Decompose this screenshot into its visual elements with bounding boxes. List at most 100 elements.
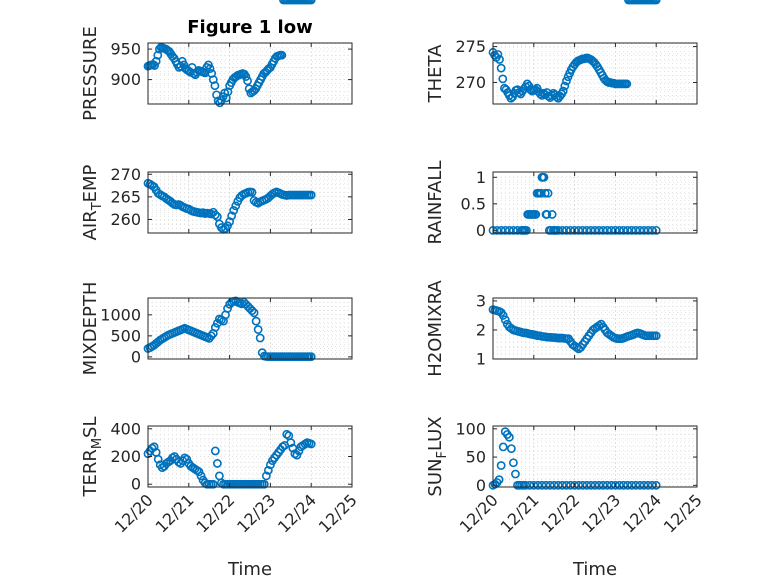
data-point [500, 225, 510, 235]
data-point [627, 225, 637, 235]
y-tick-label: 1000 [100, 305, 141, 324]
data-point [611, 480, 620, 490]
data-point [509, 225, 518, 235]
axes-box [147, 171, 353, 234]
data-point [549, 480, 559, 490]
data-point [562, 225, 571, 235]
data-point [602, 480, 612, 490]
data-point [213, 96, 223, 106]
data-point [253, 325, 263, 334]
data-point [541, 480, 551, 490]
data-point [651, 480, 661, 490]
data-point [619, 480, 628, 490]
data-point [210, 323, 220, 332]
data-point [265, 460, 275, 470]
y-tick-label: 1 [476, 168, 486, 187]
y-tick-label: 0.5 [461, 194, 486, 213]
data-point [627, 480, 637, 490]
data-point [590, 480, 600, 490]
axes-box [492, 171, 698, 234]
data-point [651, 225, 661, 235]
plot-area [493, 298, 697, 359]
y-axis-label: THETA [425, 44, 446, 104]
y-tick-label: 1 [476, 350, 486, 369]
data-point [631, 480, 641, 490]
data-point [251, 316, 261, 326]
data-point [494, 475, 504, 485]
y-tick-label: 265 [110, 187, 141, 206]
data-point [635, 225, 645, 235]
y-axis-label: H2OMIXRA [425, 280, 446, 377]
y-axis-label: MIXDEPTH [80, 282, 101, 376]
data-point [259, 479, 269, 489]
data-point [496, 461, 506, 470]
data-point [495, 55, 504, 64]
data-point [196, 471, 206, 481]
data-point [594, 321, 604, 330]
y-tick-label: 3 [476, 291, 486, 310]
data-point [623, 480, 633, 490]
axes-box [492, 425, 698, 488]
data-point [231, 201, 241, 211]
data-point [500, 315, 510, 325]
data-point [498, 442, 508, 452]
data-point [223, 304, 232, 313]
data-point [553, 480, 563, 490]
data-point [643, 225, 653, 235]
data-point [306, 352, 316, 362]
y-axis-label: SUNFLUX [425, 416, 450, 496]
data-point [522, 225, 531, 235]
y-tick-label: 100 [455, 419, 486, 438]
subplot-3: 260 265 270 AIRTEMP [80, 164, 353, 240]
data-point [506, 444, 516, 453]
data-point [306, 190, 316, 200]
data-point [542, 210, 552, 219]
data-point [557, 225, 567, 235]
y-tick-label: 400 [110, 419, 141, 438]
data-point [208, 479, 218, 489]
data-point [150, 61, 159, 70]
data-point [496, 63, 506, 73]
data-point [570, 480, 579, 490]
data-point [227, 211, 237, 221]
data-point [594, 480, 604, 490]
data-point [643, 480, 653, 490]
plot-area [493, 426, 697, 487]
data-point [511, 469, 520, 479]
data-point [578, 480, 588, 490]
subplot-1: 900 950 PRESSURE [80, 0, 353, 121]
data-point [622, 79, 632, 89]
data-point [586, 225, 596, 235]
data-point [540, 188, 550, 198]
data-point [560, 81, 570, 91]
data-point [149, 442, 159, 452]
y-tick-label: 275 [455, 37, 486, 56]
x-axis-label-right: Time [572, 559, 617, 580]
data-point [543, 188, 553, 198]
data-point [594, 225, 604, 235]
data-point [212, 459, 222, 468]
data-point [639, 480, 649, 490]
axes-box [492, 297, 698, 360]
data-point [619, 225, 628, 235]
data-point [537, 480, 547, 490]
y-tick-label: 0 [476, 476, 486, 495]
data-point [557, 480, 567, 490]
data-point [598, 480, 608, 490]
data-point [292, 450, 302, 460]
plot-area [493, 43, 697, 104]
data-point [590, 225, 600, 235]
data-point [651, 0, 661, 5]
data-point [306, 0, 316, 5]
data-point [306, 439, 316, 449]
data-point [547, 210, 557, 219]
data-point [639, 225, 649, 235]
data-point [504, 225, 514, 235]
plot-area [493, 172, 697, 233]
y-tick-label: 500 [110, 326, 141, 345]
data-point [509, 458, 518, 468]
data-point [562, 76, 571, 86]
data-point [558, 86, 568, 96]
data-point [545, 480, 555, 490]
